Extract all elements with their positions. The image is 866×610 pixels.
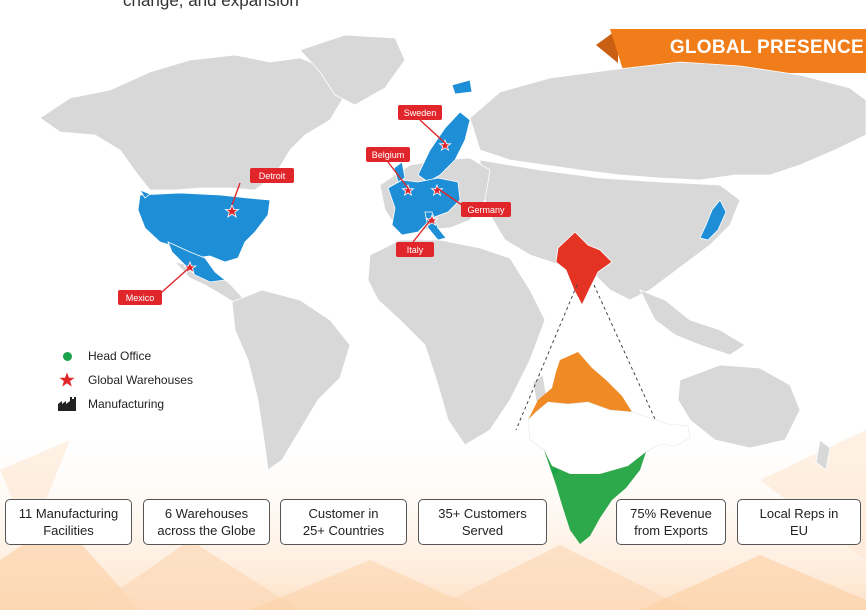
southeast-asia-land — [639, 289, 746, 356]
india-inset-white — [527, 401, 691, 475]
legend-global-warehouses-label: Global Warehouses — [88, 373, 193, 387]
mexico-label: Mexico — [126, 293, 155, 303]
red-star-icon — [56, 372, 78, 388]
alaska-highlight — [139, 189, 151, 199]
legend-manufacturing: Manufacturing — [56, 392, 193, 416]
mexico-label-box — [118, 290, 162, 305]
australia-land — [677, 364, 801, 449]
mexico-pointer — [161, 266, 191, 293]
italy-label-box — [396, 242, 434, 257]
japan-highlight — [699, 199, 727, 241]
canada-land — [39, 54, 346, 191]
asia-land — [479, 159, 741, 301]
india-inset-saffron — [528, 352, 632, 420]
stat-box-warehouses: 6 Warehouses across the Globe — [143, 499, 270, 545]
legend-head-office-label: Head Office — [88, 349, 152, 363]
germany-label-box — [461, 202, 511, 217]
italy-pointer — [412, 217, 433, 243]
italy-star — [425, 213, 439, 227]
legend-global-warehouses: Global Warehouses — [56, 368, 193, 392]
belgium-label: Belgium — [372, 150, 405, 160]
africa-land — [367, 239, 546, 446]
south-america-land — [231, 289, 351, 471]
india-inset-green — [544, 450, 646, 544]
legend-manufacturing-label: Manufacturing — [88, 397, 165, 411]
mexico-highlight — [167, 241, 226, 283]
stat-box-countries: Customer in 25+ Countries — [280, 499, 407, 545]
sweden-pointer — [419, 119, 446, 144]
stat-box-revenue: 75% Revenue from Exports — [616, 499, 726, 545]
head-office-marker — [552, 468, 558, 474]
belgium-label-box — [366, 147, 410, 162]
detroit-label: Detroit — [259, 171, 286, 181]
germany-star — [430, 183, 444, 197]
new-zealand-land — [815, 439, 831, 471]
detroit-pointer — [231, 182, 241, 206]
germany-pointer — [436, 187, 463, 206]
factory-icon — [56, 396, 78, 412]
connector-line-left — [515, 284, 578, 431]
sweden-star — [438, 138, 452, 152]
belgium-pointer — [387, 161, 409, 189]
russia-land — [469, 61, 866, 181]
sweden-label-box — [398, 105, 442, 120]
banner-title: GLOBAL PRESENCE — [669, 37, 864, 58]
india-highlight — [555, 231, 613, 306]
global-presence-banner — [596, 29, 866, 73]
belgium-star — [401, 183, 415, 197]
connector-line-right — [593, 284, 661, 431]
uk-highlight — [393, 161, 406, 183]
stat-box-manufacturing: 11 Manufacturing Facilities — [5, 499, 132, 545]
detroit-label-box — [250, 168, 294, 183]
stats-row: 11 Manufacturing Facilities 6 Warehouses… — [0, 499, 866, 547]
germany-label: Germany — [467, 205, 505, 215]
stat-box-local-reps: Local Reps in EU — [737, 499, 861, 545]
intro-text: change, and expansion — [123, 0, 299, 10]
stat-box-customers: 35+ Customers Served — [418, 499, 547, 545]
sweden-label: Sweden — [404, 108, 437, 118]
india-inset-map — [527, 352, 691, 544]
location-labels: Sweden Detroit Belgium Germany Italy Mex… — [118, 105, 511, 305]
italy-label: Italy — [407, 245, 424, 255]
iceland-highlight — [451, 79, 473, 95]
map-legend: Head Office Global Warehouses Manufactur… — [56, 344, 193, 416]
detroit-star — [224, 203, 240, 218]
legend-head-office: Head Office — [56, 344, 193, 368]
greenland-land — [299, 34, 406, 106]
green-dot-icon — [56, 351, 78, 361]
usa-highlight — [137, 192, 271, 263]
